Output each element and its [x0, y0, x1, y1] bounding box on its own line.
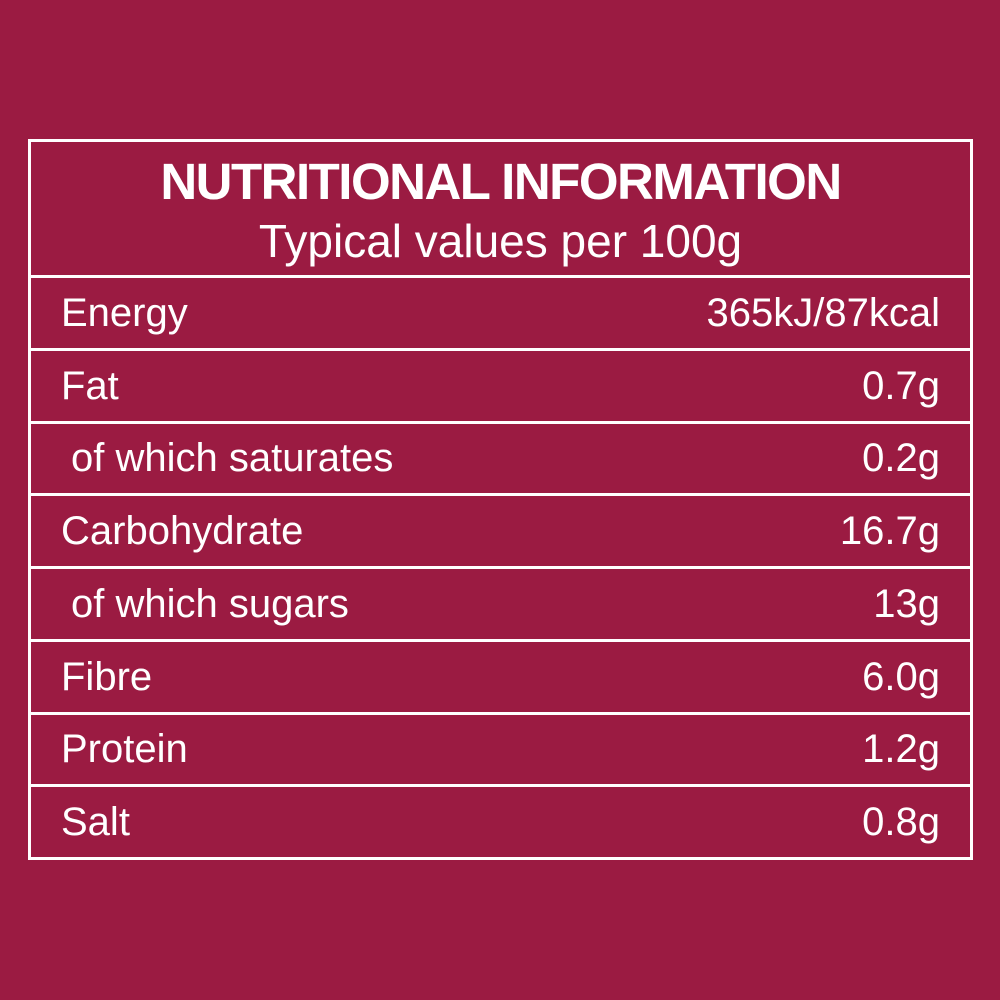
nutrient-name: Energy: [61, 290, 188, 335]
nutrient-value: 1.2g: [862, 727, 940, 772]
nutrient-value: 13g: [873, 581, 940, 626]
nutrient-name: Fibre: [61, 654, 153, 699]
table-subtitle: Typical values per 100g: [258, 214, 743, 267]
row-salt: Salt 0.8g: [31, 784, 970, 857]
row-fat: Fat 0.7g: [31, 347, 970, 421]
nutrient-value: 0.2g: [862, 436, 940, 481]
nutrient-name: of which sugars: [71, 581, 349, 626]
nutrient-value: 0.7g: [862, 363, 940, 408]
row-saturates: of which saturates 0.2g: [31, 420, 970, 494]
nutrient-name: of which saturates: [71, 436, 394, 481]
row-carbohydrate: Carbohydrate 16.7g: [31, 493, 970, 566]
nutrient-name: Carbohydrate: [61, 509, 304, 554]
table-header: NUTRITIONAL INFORMATION Typical values p…: [31, 142, 970, 275]
nutrient-name: Fat: [61, 363, 119, 408]
nutrient-name: Protein: [61, 727, 188, 772]
nutrient-value: 0.8g: [862, 800, 940, 845]
table-title: NUTRITIONAL INFORMATION: [160, 152, 842, 210]
nutrient-value: 6.0g: [862, 654, 940, 699]
nutrient-value: 365kJ/87kcal: [706, 290, 940, 335]
row-sugars: of which sugars 13g: [31, 566, 970, 639]
nutrient-name: Salt: [61, 800, 130, 845]
row-energy: Energy 365kJ/87kcal: [31, 275, 970, 348]
row-fibre: Fibre 6.0g: [31, 638, 970, 712]
nutrient-value: 16.7g: [839, 509, 940, 554]
nutrition-table: NUTRITIONAL INFORMATION Typical values p…: [28, 139, 973, 860]
row-protein: Protein 1.2g: [31, 711, 970, 785]
